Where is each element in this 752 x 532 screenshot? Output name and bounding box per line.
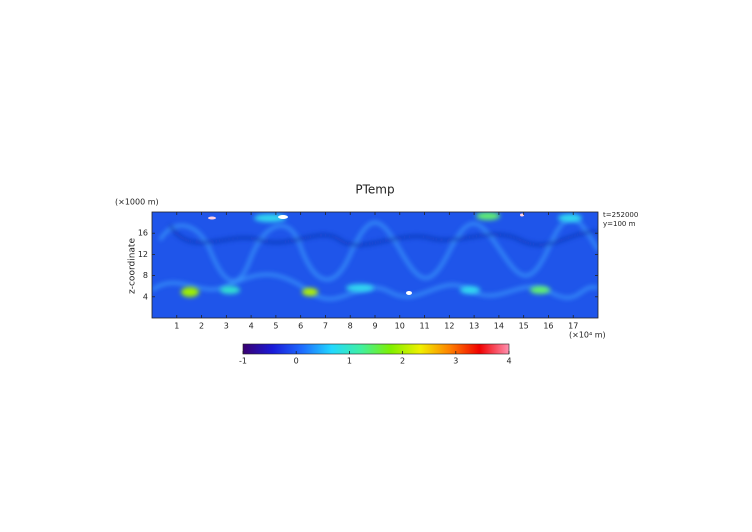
y-tick-label: 16 <box>138 229 148 238</box>
field <box>152 212 598 318</box>
chart-title: PTemp <box>355 183 394 197</box>
x-tick-label: 9 <box>372 322 377 331</box>
x-tick-label: 14 <box>494 322 504 331</box>
colorbar-tick-label: -1 <box>239 357 247 366</box>
x-tick-label: 1 <box>174 322 179 331</box>
y-tick-label: 12 <box>138 250 148 259</box>
x-tick-label: 16 <box>543 322 553 331</box>
x-tick-label: 3 <box>224 322 229 331</box>
x-tick-label: 6 <box>298 322 303 331</box>
colorbar <box>242 343 510 355</box>
colorbar-tick-label: 1 <box>347 357 352 366</box>
y-axis-label: z-coordinate <box>128 238 138 294</box>
x-tick-label: 15 <box>519 322 529 331</box>
y-tick-label: 8 <box>143 271 148 280</box>
x-tick-label: 4 <box>249 322 254 331</box>
colorbar-tick-label: 2 <box>400 357 405 366</box>
x-tick-label: 2 <box>199 322 204 331</box>
y-tick-label: 4 <box>143 292 148 301</box>
x-tick-label: 13 <box>469 322 479 331</box>
x-tick-label: 8 <box>348 322 353 331</box>
x-tick-label: 5 <box>273 322 278 331</box>
x-tick-label: 7 <box>323 322 328 331</box>
colorbar-tick-label: 3 <box>453 357 458 366</box>
x-unit: (×10⁴ m) <box>569 331 606 340</box>
x-tick-label: 17 <box>568 322 578 331</box>
x-tick-label: 10 <box>395 322 405 331</box>
colorbar-tick-label: 0 <box>294 357 299 366</box>
x-tick-label: 11 <box>419 322 429 331</box>
colorbar-tick-label: 4 <box>506 357 511 366</box>
annotation: y=100 m <box>603 220 636 228</box>
x-tick-label: 12 <box>444 322 454 331</box>
annotation: t=252000 <box>603 211 638 219</box>
y-unit: (×1000 m) <box>115 198 159 207</box>
